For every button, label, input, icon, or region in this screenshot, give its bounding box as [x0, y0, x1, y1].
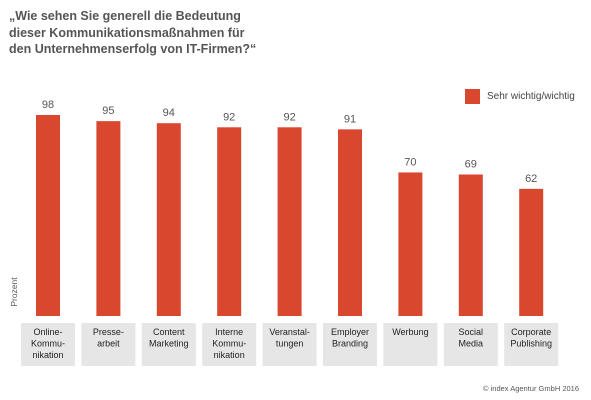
bar	[217, 127, 242, 316]
chart-title-line: den Unternehmenserfolg von IT-Firmen?“	[9, 42, 257, 56]
category-label: Werbung	[392, 327, 428, 337]
copyright-text: © index Agentur GmbH 2016	[483, 384, 579, 393]
category-label: Presse-	[93, 327, 124, 337]
bar	[458, 174, 483, 316]
category-label: Kommu-	[31, 339, 65, 349]
bar	[398, 172, 423, 316]
data-label: 94	[163, 107, 175, 119]
category-label: Online-	[33, 327, 62, 337]
bar	[96, 121, 121, 316]
category-label: Employer	[331, 327, 369, 337]
category-label: Content	[153, 327, 185, 337]
bar	[338, 129, 362, 316]
category-label: Branding	[332, 339, 368, 349]
category-label-box	[141, 323, 196, 366]
category-label: Corporate	[511, 327, 551, 337]
chart-title-line: dieser Kommunikationsmaßnahmen für	[9, 25, 245, 40]
category-label: Interne	[215, 327, 243, 337]
data-label: 62	[525, 173, 537, 185]
bar	[519, 188, 544, 316]
bar	[277, 127, 302, 316]
chart-title-line: „Wie sehen Sie generell die Bedeutung	[9, 9, 241, 23]
category-label: tungen	[276, 339, 304, 349]
chart-title: „Wie sehen Sie generell die Bedeutung di…	[9, 8, 309, 58]
bar	[156, 123, 181, 317]
category-label-box	[383, 323, 438, 366]
category-label: arbeit	[97, 339, 120, 349]
category-label: Kommu-	[212, 339, 246, 349]
bar	[36, 115, 60, 316]
category-label-box	[81, 323, 136, 366]
data-label: 92	[223, 111, 235, 123]
chart-legend: Sehr wichtig/wichtig	[465, 89, 575, 104]
data-label: 70	[404, 156, 416, 168]
legend-swatch	[465, 89, 480, 104]
category-label-box	[443, 323, 498, 366]
data-label: 92	[283, 111, 295, 123]
category-label-box	[202, 323, 257, 366]
data-label: 95	[102, 105, 114, 117]
category-label: Social	[459, 327, 484, 337]
category-label: nikation	[214, 350, 245, 360]
category-label: Media	[459, 339, 484, 349]
category-label: Veranstal-	[269, 327, 310, 337]
data-label: 98	[42, 99, 54, 111]
category-label-box	[262, 323, 317, 366]
legend-label: Sehr wichtig/wichtig	[487, 91, 575, 102]
category-label: Marketing	[149, 339, 189, 349]
data-label: 69	[465, 158, 477, 170]
category-label: nikation	[32, 350, 63, 360]
category-label-box	[323, 323, 377, 366]
category-label: Publishing	[510, 339, 552, 349]
data-label: 91	[344, 113, 356, 125]
category-label-box	[504, 323, 559, 366]
category-label-box	[21, 323, 75, 366]
